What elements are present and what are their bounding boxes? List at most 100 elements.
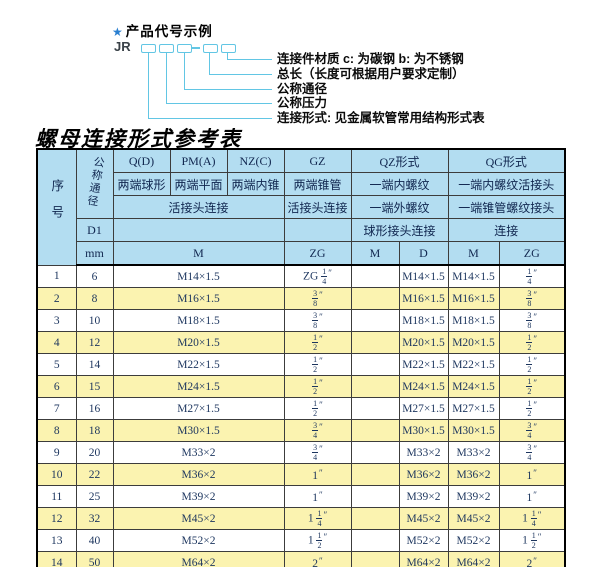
cell-m: M45×2 [112,507,285,530]
cell-qg-m: M36×2 [447,463,500,486]
cell-qz-m [350,419,400,442]
cell-qg-m: M27×1.5 [447,397,500,420]
table-row: 13 40 M52×2 1 1 2 ″ M52×2 M52×2 1 1 2 ″ [36,529,566,552]
header-qz-sub: 一端内螺纹 [350,172,449,196]
cell-qg-zg: 1 2 ″ [498,331,566,354]
cell-qz-m [350,264,400,288]
cell-no: 4 [36,331,77,354]
header-pma-sub: 两端平面 [169,172,228,196]
cell-gz-zg: 3 4 ″ [283,419,352,442]
header-qg-taper: 一端锥管螺纹接头 [447,195,566,219]
header-qg-connection: 连接 [447,218,566,242]
cell-qz-m [350,441,400,464]
cell-qz-m [350,287,400,310]
header-m: M [112,241,285,266]
table-header: 序号 公称通径 Q(D) PM(A) NZ(C) GZ QZ形式 QG形式 两端… [36,148,566,266]
cell-m: M18×1.5 [112,309,285,332]
cell-gz-zg: 2″ [283,551,352,567]
cell-qz-m [350,551,400,567]
cell-gz-zg: 3 8 ″ [283,287,352,310]
cell-qg-zg: 3 8 ″ [498,309,566,332]
cell-no: 9 [36,441,77,464]
cell-qz-d: M39×2 [398,485,449,508]
diagram-label-pressure: 公称压力 [277,96,328,110]
table-row: 2 8 M16×1.5 3 8 ″ M16×1.5 M16×1.5 3 8 ″ [36,287,566,310]
cell-gz-zg: 1″ [283,485,352,508]
diagram-title-text: 产品代号示例 [125,24,213,39]
leader-line [184,52,186,90]
star-icon: ★ [112,25,124,39]
cell-dn: 40 [75,529,114,552]
cell-no: 11 [36,485,77,508]
cell-qg-zg: 1 2 ″ [498,353,566,376]
cell-m: M14×1.5 [112,264,285,288]
header-pma: PM(A) [169,148,228,173]
cell-qz-m [350,397,400,420]
cell-qz-m [350,529,400,552]
cell-qz-d: M64×2 [398,551,449,567]
diagram-label-material: 连接件材质 c: 为碳钢 b: 为不锈钢 [277,52,464,66]
cell-no: 6 [36,375,77,398]
header-blank [112,218,285,242]
cell-qz-d: M27×1.5 [398,397,449,420]
cell-dn: 12 [75,331,114,354]
cell-gz-zg: 1 1 2 ″ [283,529,352,552]
cell-qg-zg: 1 2 ″ [498,375,566,398]
cell-qg-zg: 1 1 4 ″ [498,507,566,530]
cell-qz-d: M14×1.5 [398,264,449,288]
cell-qz-m [350,309,400,332]
header-gz-sub: 两端锥管 [283,172,352,196]
table-title: 螺母连接形式参考表 [35,126,242,151]
cell-dn: 25 [75,485,114,508]
header-gz-connection: 活接头连接 [283,195,352,219]
cell-m: M33×2 [112,441,285,464]
cell-qg-m: M22×1.5 [447,353,500,376]
table-row: 6 15 M24×1.5 1 2 ″ M24×1.5 M24×1.5 1 2 ″ [36,375,566,398]
header-qg-form: QG形式 [447,148,566,173]
cell-qg-m: M39×2 [447,485,500,508]
code-box-icon [221,44,236,53]
header-qz-external: 一端外螺纹 [350,195,449,219]
cell-m: M30×1.5 [112,419,285,442]
cell-qg-zg: 3 8 ″ [498,287,566,310]
cell-qz-d: M16×1.5 [398,287,449,310]
cell-qg-m: M33×2 [447,441,500,464]
cell-dn: 10 [75,309,114,332]
cell-qg-zg: 2″ [498,551,566,567]
cell-no: 1 [36,264,77,288]
header-nzc-sub: 两端内锥 [226,172,285,196]
nut-connection-table: 序号 公称通径 Q(D) PM(A) NZ(C) GZ QZ形式 QG形式 两端… [36,148,566,567]
cell-qg-m: M14×1.5 [447,264,500,288]
cell-qg-zg: 1 2 ″ [498,397,566,420]
cell-dn: 16 [75,397,114,420]
cell-no: 12 [36,507,77,530]
cell-qz-m [350,507,400,530]
cell-gz-zg: 3 4 ″ [283,441,352,464]
header-nominal-diameter: 公称通径 [75,148,114,219]
cell-gz-zg: 1 2 ″ [283,353,352,376]
cell-qg-zg: 1 1 2 ″ [498,529,566,552]
leader-line [166,103,272,105]
cell-no: 13 [36,529,77,552]
table-row: 5 14 M22×1.5 1 2 ″ M22×1.5 M22×1.5 1 2 ″ [36,353,566,376]
table-body: 1 6 M14×1.5 ZG 1 4 ″ M14×1.5 M14×1.5 1 4 ″ 2 8 M16×1.… [36,264,566,567]
cell-dn: 6 [75,264,114,288]
leader-line [227,52,229,60]
leader-line [184,89,272,91]
code-box-icon [203,44,218,53]
header-qz-d: D [398,241,449,266]
cell-no: 8 [36,419,77,442]
cell-qz-d: M24×1.5 [398,375,449,398]
header-qg-sub: 一端内螺纹活接头 [447,172,566,196]
cell-qz-m [350,353,400,376]
table-row: 12 32 M45×2 1 1 4 ″ M45×2 M45×2 1 1 4 ″ [36,507,566,530]
cell-no: 10 [36,463,77,486]
cell-gz-zg: 1″ [283,463,352,486]
header-seq: 序号 [36,148,77,266]
cell-qg-m: M64×2 [447,551,500,567]
cell-qg-m: M16×1.5 [447,287,500,310]
cell-qg-m: M24×1.5 [447,375,500,398]
leader-line [148,52,150,119]
cell-m: M20×1.5 [112,331,285,354]
cell-m: M52×2 [112,529,285,552]
